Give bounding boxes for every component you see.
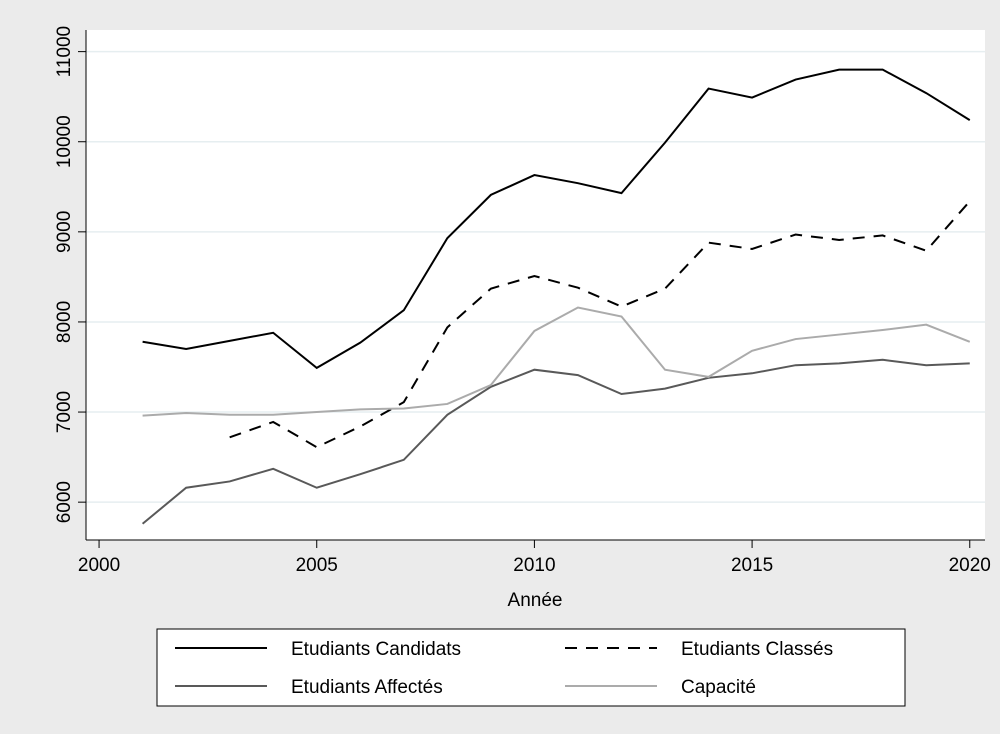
y-tick-label: 8000 xyxy=(54,301,75,343)
y-tick-label: 11000 xyxy=(54,26,75,77)
y-tick-label: 6000 xyxy=(54,481,75,523)
x-tick-label: 2015 xyxy=(731,555,773,576)
x-axis-label: Année xyxy=(508,590,563,611)
legend-label: Etudiants Affectés xyxy=(291,677,443,698)
series-line xyxy=(142,306,971,417)
series-line xyxy=(141,358,970,525)
x-tick-label: 2000 xyxy=(78,555,120,576)
y-tick-label: 9000 xyxy=(54,211,75,253)
x-tick-label: 2020 xyxy=(949,555,991,576)
x-tick-label: 2010 xyxy=(513,555,555,576)
legend-label: Etudiants Candidats xyxy=(291,639,461,660)
y-tick-label: 10000 xyxy=(54,115,75,168)
series-line xyxy=(142,68,971,370)
legend-label: Etudiants Classés xyxy=(681,639,833,660)
y-tick-label: 7000 xyxy=(54,391,75,433)
legend xyxy=(156,628,906,707)
series-line xyxy=(229,200,971,449)
plot-area xyxy=(86,30,985,540)
legend-label: Capacité xyxy=(681,677,756,698)
x-tick-label: 2005 xyxy=(296,555,338,576)
